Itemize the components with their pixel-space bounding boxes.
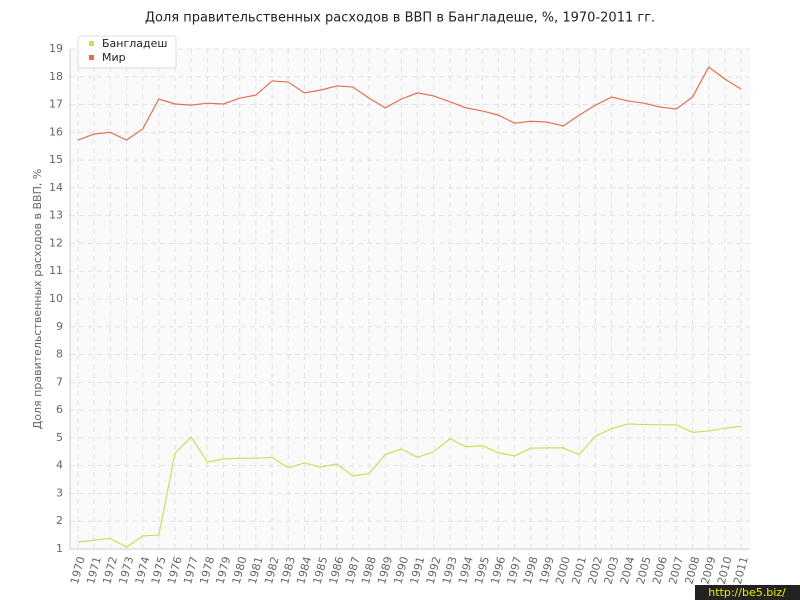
y-tick-label: 7 [56,375,63,388]
y-tick-label: 8 [56,348,63,361]
y-tick-label: 17 [49,98,63,111]
legend-label: Мир [102,51,126,64]
legend-swatch [89,55,94,60]
y-tick-label: 13 [49,209,63,222]
y-tick-label: 2 [56,514,63,527]
y-tick-label: 1 [56,542,63,555]
chart-title: Доля правительственных расходов в ВВП в … [145,11,655,26]
legend-swatch [89,41,94,46]
y-tick-label: 14 [49,181,63,194]
y-tick-label: 3 [56,486,63,499]
series-line [77,423,742,548]
y-tick-label: 12 [49,236,63,249]
legend-box [77,35,177,69]
y-tick-label: 9 [56,320,63,333]
y-tick-label: 4 [56,459,63,472]
y-tick-label: 19 [49,42,63,55]
y-tick-label: 18 [49,70,63,83]
y-tick-label: 16 [49,125,63,138]
legend-label: Бангладеш [102,37,167,50]
y-tick-label: 11 [49,264,63,277]
watermark-bg [695,585,800,600]
plot-area [70,49,750,549]
y-tick-label: 5 [56,431,63,444]
y-tick-label: 15 [49,153,63,166]
y-tick-label: 6 [56,403,63,416]
y-tick-label: 10 [49,292,63,305]
series-line [77,66,742,141]
y-axis-label: Доля правительственных расходов в ВВП, % [31,169,44,430]
watermark: http://be5.biz/ [708,586,786,599]
